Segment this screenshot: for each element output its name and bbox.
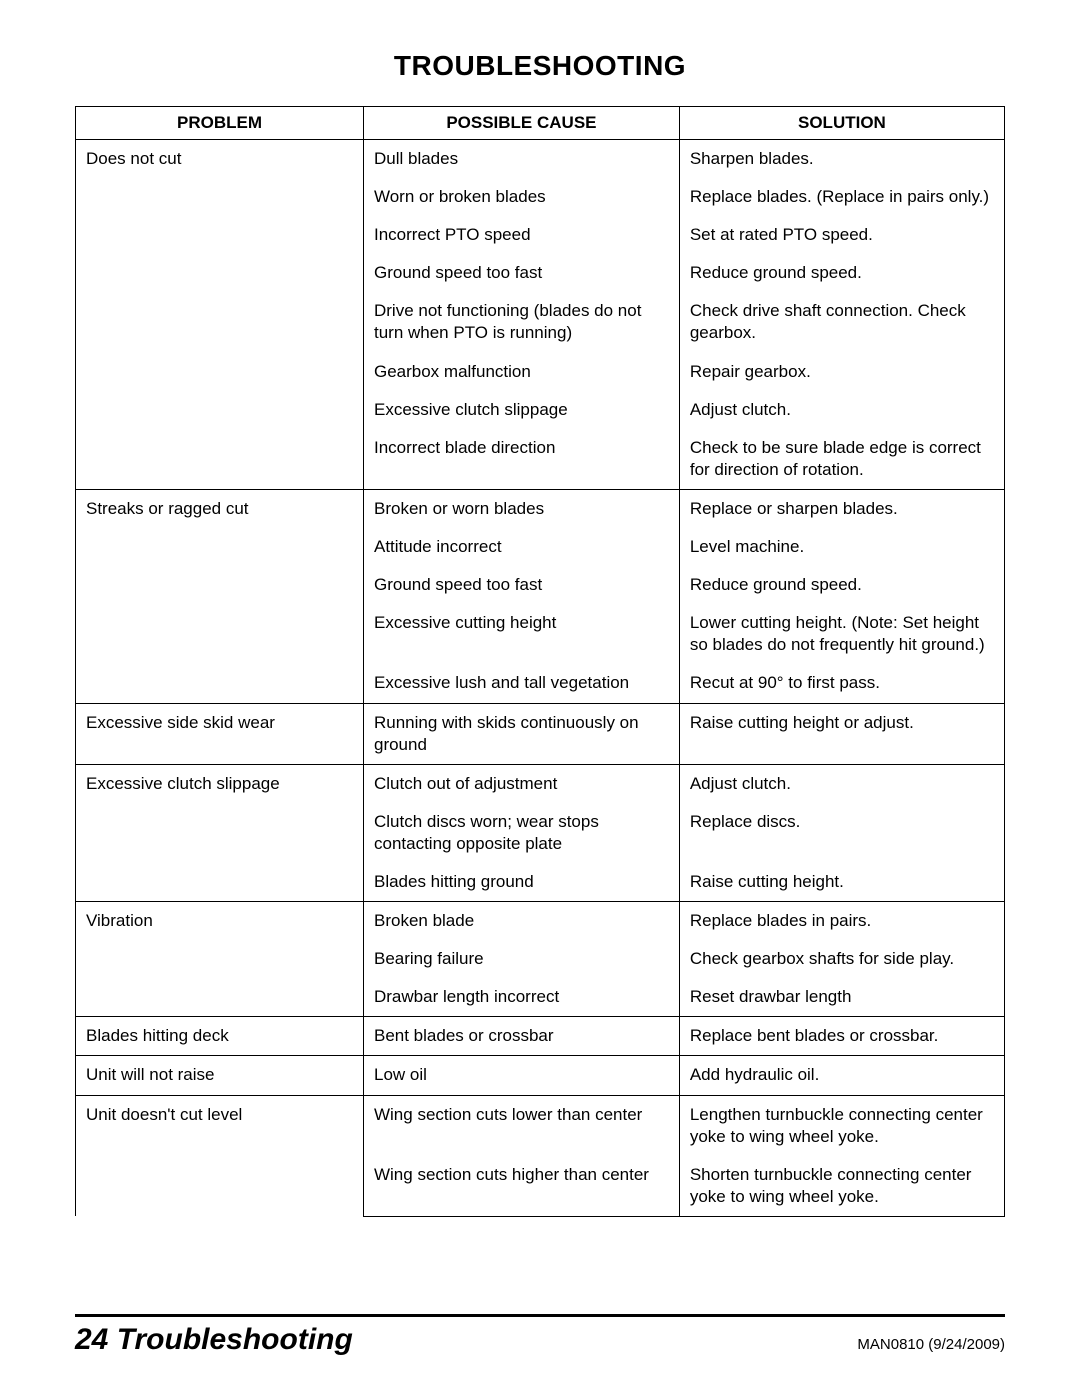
problem-cell: Excessive side skid wear (76, 703, 364, 764)
problem-cell: Blades hitting deck (76, 1017, 364, 1056)
cause-cell: Excessive cutting height (363, 604, 679, 664)
cause-cell: Excessive lush and tall vegetation (363, 664, 679, 703)
footer-bar: 24 Troubleshooting MAN0810 (9/24/2009) (75, 1314, 1005, 1357)
cause-cell: Broken or worn blades (363, 489, 679, 528)
cause-cell: Worn or broken blades (363, 178, 679, 216)
col-header-solution: SOLUTION (679, 107, 1004, 140)
solution-cell: Replace bent blades or crossbar. (679, 1017, 1004, 1056)
table-row: VibrationBroken bladeReplace blades in p… (76, 902, 1005, 941)
cause-cell: Drawbar length incorrect (363, 978, 679, 1017)
solution-cell: Adjust clutch. (679, 391, 1004, 429)
table-row: Does not cutDull bladesSharpen blades. (76, 140, 1005, 179)
cause-cell: Ground speed too fast (363, 566, 679, 604)
problem-cell: Unit doesn't cut level (76, 1095, 364, 1216)
solution-cell: Check gearbox shafts for side play. (679, 940, 1004, 978)
solution-cell: Level machine. (679, 528, 1004, 566)
page: TROUBLESHOOTING PROBLEM POSSIBLE CAUSE S… (0, 0, 1080, 1397)
solution-cell: Raise cutting height. (679, 863, 1004, 902)
cause-cell: Incorrect PTO speed (363, 216, 679, 254)
solution-cell: Reduce ground speed. (679, 566, 1004, 604)
cause-cell: Blades hitting ground (363, 863, 679, 902)
cause-cell: Clutch discs worn; wear stops contacting… (363, 803, 679, 863)
solution-cell: Raise cutting height or adjust. (679, 703, 1004, 764)
page-title: TROUBLESHOOTING (75, 50, 1005, 82)
cause-cell: Gearbox malfunction (363, 353, 679, 391)
solution-cell: Set at rated PTO speed. (679, 216, 1004, 254)
cause-cell: Low oil (363, 1056, 679, 1095)
problem-cell: Excessive clutch slippage (76, 764, 364, 901)
cause-cell: Incorrect blade direction (363, 429, 679, 490)
table-row: Blades hitting deckBent blades or crossb… (76, 1017, 1005, 1056)
col-header-cause: POSSIBLE CAUSE (363, 107, 679, 140)
cause-cell: Bent blades or crossbar (363, 1017, 679, 1056)
solution-cell: Reset drawbar length (679, 978, 1004, 1017)
cause-cell: Ground speed too fast (363, 254, 679, 292)
cause-cell: Running with skids continuously on groun… (363, 703, 679, 764)
cause-cell: Excessive clutch slippage (363, 391, 679, 429)
troubleshooting-table: PROBLEM POSSIBLE CAUSE SOLUTION Does not… (75, 106, 1005, 1217)
footer-page-number: 24 (75, 1323, 108, 1356)
problem-cell: Vibration (76, 902, 364, 1017)
solution-cell: Replace or sharpen blades. (679, 489, 1004, 528)
solution-cell: Lengthen turnbuckle connecting center yo… (679, 1095, 1004, 1156)
cause-cell: Dull blades (363, 140, 679, 179)
footer-section: Troubleshooting (117, 1323, 353, 1356)
solution-cell: Shorten turnbuckle connecting center yok… (679, 1156, 1004, 1217)
solution-cell: Reduce ground speed. (679, 254, 1004, 292)
table-row: Excessive clutch slippageClutch out of a… (76, 764, 1005, 803)
solution-cell: Replace blades. (Replace in pairs only.) (679, 178, 1004, 216)
cause-cell: Bearing failure (363, 940, 679, 978)
problem-cell: Does not cut (76, 140, 364, 490)
solution-cell: Replace blades in pairs. (679, 902, 1004, 941)
footer-doc-id: MAN0810 (9/24/2009) (857, 1336, 1005, 1353)
table-row: Unit doesn't cut levelWing section cuts … (76, 1095, 1005, 1156)
cause-cell: Clutch out of adjustment (363, 764, 679, 803)
table-row: Unit will not raiseLow oilAdd hydraulic … (76, 1056, 1005, 1095)
problem-cell: Streaks or ragged cut (76, 489, 364, 703)
cause-cell: Attitude incorrect (363, 528, 679, 566)
table-row: Excessive side skid wearRunning with ski… (76, 703, 1005, 764)
solution-cell: Recut at 90° to first pass. (679, 664, 1004, 703)
table-row: Streaks or ragged cutBroken or worn blad… (76, 489, 1005, 528)
solution-cell: Check to be sure blade edge is correct f… (679, 429, 1004, 490)
solution-cell: Adjust clutch. (679, 764, 1004, 803)
solution-cell: Check drive shaft connection. Check gear… (679, 292, 1004, 352)
cause-cell: Broken blade (363, 902, 679, 941)
solution-cell: Repair gearbox. (679, 353, 1004, 391)
col-header-problem: PROBLEM (76, 107, 364, 140)
cause-cell: Wing section cuts lower than center (363, 1095, 679, 1156)
cause-cell: Drive not functioning (blades do not tur… (363, 292, 679, 352)
solution-cell: Lower cutting height. (Note: Set height … (679, 604, 1004, 664)
solution-cell: Sharpen blades. (679, 140, 1004, 179)
footer-left: 24 Troubleshooting (75, 1323, 353, 1357)
solution-cell: Replace discs. (679, 803, 1004, 863)
solution-cell: Add hydraulic oil. (679, 1056, 1004, 1095)
cause-cell: Wing section cuts higher than center (363, 1156, 679, 1217)
table-header-row: PROBLEM POSSIBLE CAUSE SOLUTION (76, 107, 1005, 140)
problem-cell: Unit will not raise (76, 1056, 364, 1095)
